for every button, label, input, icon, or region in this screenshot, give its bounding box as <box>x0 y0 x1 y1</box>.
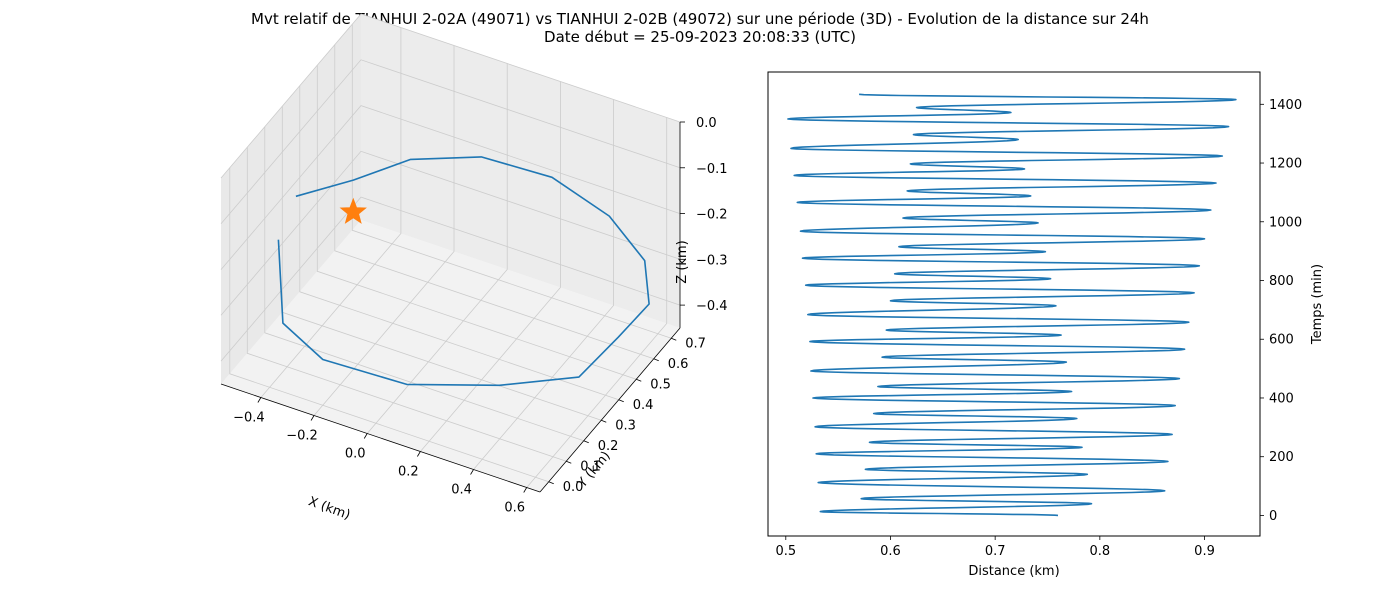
grid-line-y <box>246 147 567 462</box>
axes3d-grid <box>220 13 681 488</box>
grid-line-x <box>473 99 614 470</box>
grid-line-y <box>334 44 654 360</box>
y-tick-mark-3d <box>671 337 677 341</box>
x-tick-mark-3d <box>257 397 262 403</box>
x-tick-label-3d: 0.4 <box>451 483 472 498</box>
chart-2d-distance-time: 0.5 0.6 0.7 0.8 0.9 0 200 400 600 800 1000 1200 1400… <box>767 71 1325 579</box>
z-tick-label-3d: −0.2 <box>696 208 728 223</box>
y-tick-label-3d: 0.6 <box>668 357 689 372</box>
title-line-2: Date début = 25-09-2023 20:08:33 (UTC) <box>544 28 856 46</box>
x-axis-label-2d: Distance (km) <box>968 564 1059 579</box>
grid-line-x <box>260 27 402 398</box>
grid-line-y <box>299 85 619 401</box>
z-tick-label-3d: −0.1 <box>696 162 728 177</box>
trajectory-line-3d <box>277 156 650 387</box>
chart-3d-relative-motion: −0.4 −0.2 0.0 0.2 0.4 0.6 0.0 0.1 0.2 0.3 0.4 0.5 0.… <box>220 13 728 523</box>
y-tick-label-2d: 800 <box>1269 274 1294 289</box>
grid-line-x <box>366 63 508 434</box>
x-tick-mark-3d <box>417 451 421 457</box>
title-line-1: Mvt relatif de TIANHUI 2-02A (49071) vs … <box>251 10 1149 28</box>
y-tick-mark-3d <box>618 399 624 403</box>
x-tick-label-2d: 0.5 <box>775 544 796 559</box>
x-tick-label-3d: −0.4 <box>233 411 265 426</box>
x-tick-mark-3d <box>523 487 528 493</box>
y-tick-label-3d: 0.4 <box>633 398 654 413</box>
y-tick-mark-3d <box>601 419 607 423</box>
axes3d-panes <box>221 14 680 492</box>
x-tick-label-2d: 0.9 <box>1194 544 1215 559</box>
x-tick-label-3d: −0.2 <box>286 429 318 444</box>
x-tick-mark-3d <box>363 433 368 439</box>
grid-line-y <box>351 24 672 339</box>
x-tick-mark-3d <box>470 469 474 475</box>
grid-line-x <box>526 117 668 488</box>
x-tick-label-3d: 0.2 <box>398 465 419 480</box>
grid-line-y <box>229 167 549 483</box>
x-tick-label-2d: 0.6 <box>880 544 901 559</box>
grid-line-x <box>313 45 455 416</box>
x-axis-label-3d: X (km) <box>306 494 352 523</box>
y-tick-label-2d: 1000 <box>1269 215 1302 230</box>
grid-line-x <box>420 81 561 452</box>
y-tick-label-2d: 0 <box>1269 509 1277 524</box>
z-tick-label-3d: −0.4 <box>696 299 728 314</box>
y-tick-mark-3d <box>583 440 589 444</box>
y-tick-mark-3d <box>653 358 659 362</box>
x-tick-mark-3d <box>310 415 315 421</box>
x-tick-label-3d: 0.6 <box>504 501 525 516</box>
series-2d <box>787 93 1237 517</box>
y-tick-label-3d: 0.7 <box>685 336 706 351</box>
axes3d-ticks: −0.4 −0.2 0.0 0.2 0.4 0.6 0.0 0.1 0.2 0.3 0.4 0.5 0.… <box>233 116 727 516</box>
grid-line-z <box>220 13 681 179</box>
y-tick-label-3d: 0.3 <box>615 418 636 433</box>
grid-line-z <box>220 105 681 270</box>
y-axis-label-2d: Temps (min) <box>1310 264 1325 345</box>
y-tick-mark-3d <box>636 378 642 382</box>
series-3d <box>277 156 650 387</box>
y-axis-line-3d <box>539 327 681 493</box>
y-tick-label-3d: 0.0 <box>563 480 584 495</box>
y-tick-mark-3d <box>566 460 572 464</box>
y-tick-label-2d: 1400 <box>1269 98 1302 113</box>
x-tick-label-2d: 0.7 <box>985 544 1006 559</box>
grid-line-y <box>316 65 637 380</box>
y-tick-label-2d: 400 <box>1269 391 1294 406</box>
y-tick-label-2d: 1200 <box>1269 157 1302 172</box>
distance-time-line <box>787 93 1237 517</box>
z-tick-label-3d: −0.3 <box>696 253 728 268</box>
axes3d-axis-lines <box>220 122 681 493</box>
x-axis-line-3d <box>220 383 541 493</box>
start-star-marker <box>339 197 367 224</box>
grid-line-z <box>220 150 681 316</box>
y-tick-label-3d: 0.1 <box>580 459 601 474</box>
y-tick-label-2d: 200 <box>1269 450 1294 465</box>
y-tick-label-2d: 600 <box>1269 333 1294 348</box>
grid-line-y <box>264 126 584 442</box>
back-pane <box>361 14 680 328</box>
z-axis-label-3d: Z (km) <box>675 240 690 283</box>
x-tick-label-2d: 0.8 <box>1089 544 1110 559</box>
y-tick-mark-3d <box>548 481 554 485</box>
y-tick-label-3d: 0.5 <box>650 377 671 392</box>
x-tick-label-3d: 0.0 <box>345 447 366 462</box>
grid-line-z <box>220 196 681 362</box>
z-tick-label-3d: 0.0 <box>696 116 717 131</box>
floor-pane <box>221 220 680 492</box>
axes2d-ticks: 0.5 0.6 0.7 0.8 0.9 0 200 400 600 800 1000 1200 1400 <box>775 98 1302 559</box>
grid-line-z <box>220 59 681 225</box>
figure-title: Mvt relatif de TIANHUI 2-02A (49071) vs … <box>0 10 1400 46</box>
y-tick-label-3d: 0.2 <box>598 439 619 454</box>
left-pane <box>221 14 361 384</box>
